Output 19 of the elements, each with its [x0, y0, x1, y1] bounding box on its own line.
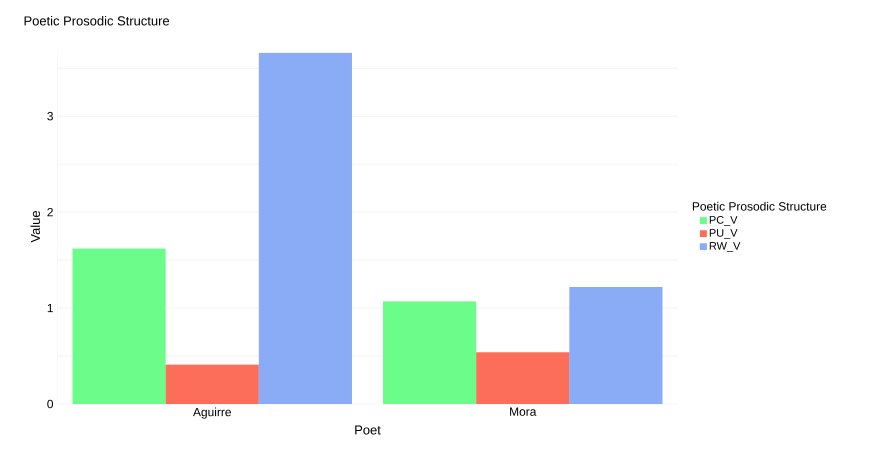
- legend-label: RW_V: [710, 242, 740, 252]
- x-tick-label: Mora: [510, 408, 536, 416]
- y-tick-label: 0: [47, 400, 54, 408]
- x-tick-label: Aguirre: [193, 408, 231, 419]
- bar: [258, 52, 352, 404]
- bar: [569, 286, 662, 404]
- x-axis-title: Poet: [355, 426, 381, 435]
- bar: [476, 352, 570, 404]
- y-axis-title: Value: [30, 211, 40, 243]
- y-tick-label: 2: [47, 208, 53, 216]
- chart-title: Poetic Prosodic Structure: [24, 16, 170, 26]
- bar: [383, 301, 476, 404]
- legend-label: PU_V: [710, 229, 738, 239]
- legend-label: PC_V: [710, 216, 738, 226]
- legend-title: Poetic Prosodic Structure: [692, 202, 826, 211]
- bar: [166, 364, 259, 404]
- bar: [72, 248, 166, 404]
- y-tick-label: 3: [47, 112, 53, 120]
- y-tick-label: 1: [48, 304, 53, 312]
